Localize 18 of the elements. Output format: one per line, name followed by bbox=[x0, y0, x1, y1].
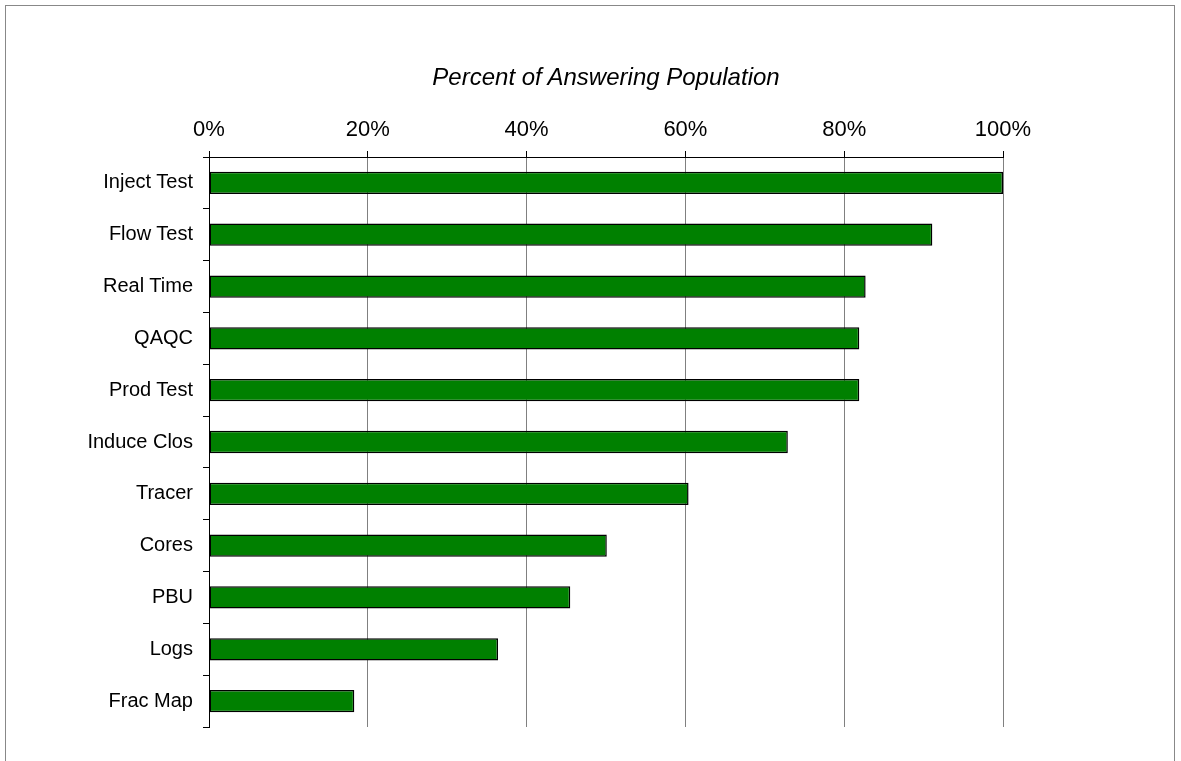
y-tick-label: Flow Test bbox=[108, 222, 194, 245]
y-tick-label: Tracer bbox=[135, 481, 194, 504]
y-tick-label: Frac Map bbox=[108, 688, 193, 711]
y-tick-label: Inject Test bbox=[103, 170, 194, 193]
x-axis-title: Percent of Answering Population bbox=[432, 63, 780, 91]
x-tick-label: 40% bbox=[504, 115, 549, 141]
x-tick-label: 60% bbox=[663, 115, 708, 141]
y-tick-label: QAQC bbox=[134, 325, 193, 348]
x-tick-label: 80% bbox=[822, 115, 867, 141]
y-tick-label: Induce Clos bbox=[87, 429, 193, 452]
x-tick-label: 0% bbox=[193, 115, 225, 141]
y-tick-label: Cores bbox=[139, 533, 193, 556]
x-tick-label: 100% bbox=[974, 115, 1032, 141]
y-tick-label: Prod Test bbox=[108, 377, 194, 400]
y-tick-label: Real Time bbox=[102, 274, 193, 297]
y-tick-label: Logs bbox=[149, 636, 193, 659]
x-tick-label: 20% bbox=[345, 115, 390, 141]
y-tick-label: PBU bbox=[151, 584, 193, 607]
